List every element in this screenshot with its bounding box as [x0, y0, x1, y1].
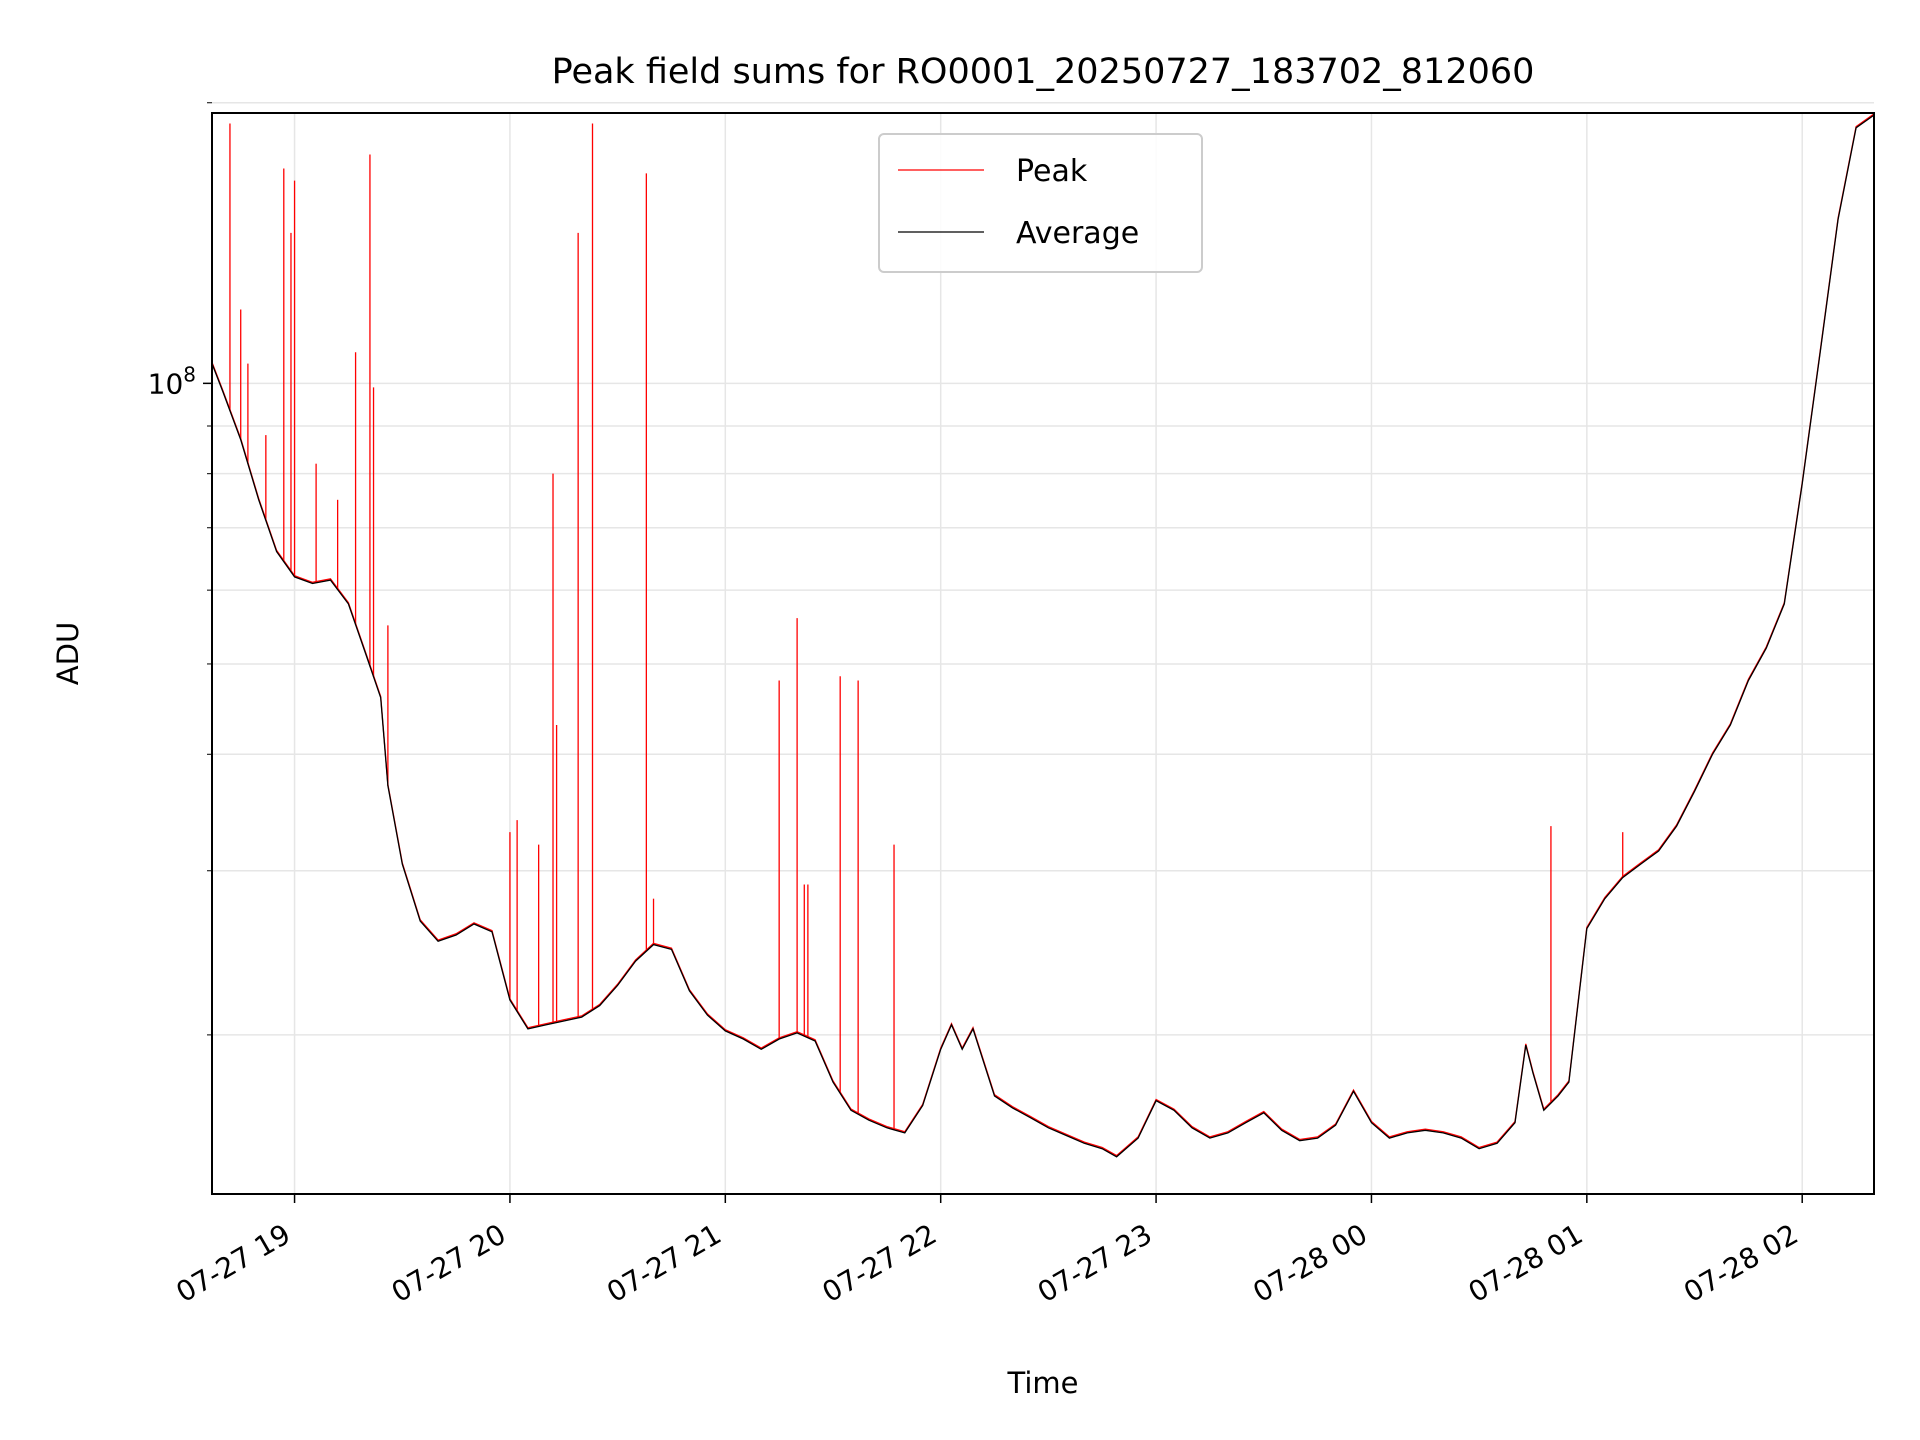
- y-tick-base: 10: [148, 367, 184, 400]
- y-tick-label: 108: [148, 362, 196, 400]
- grid: [212, 102, 1874, 1194]
- x-axis-label: Time: [1007, 1366, 1079, 1400]
- axes-frame: [211, 112, 1875, 1195]
- legend-label-average: Average: [1016, 216, 1139, 251]
- y-tick-exponent: 8: [183, 362, 196, 386]
- plot-area: [211, 113, 1875, 1158]
- y-axis-label: ADU: [51, 622, 85, 685]
- chart-title: Peak field sums for RO0001_20250727_1837…: [552, 52, 1535, 92]
- legend-box: [878, 133, 1203, 273]
- legend: Peak Average: [878, 133, 1203, 273]
- legend-label-peak: Peak: [1016, 154, 1088, 189]
- average-series-line: [211, 114, 1875, 1158]
